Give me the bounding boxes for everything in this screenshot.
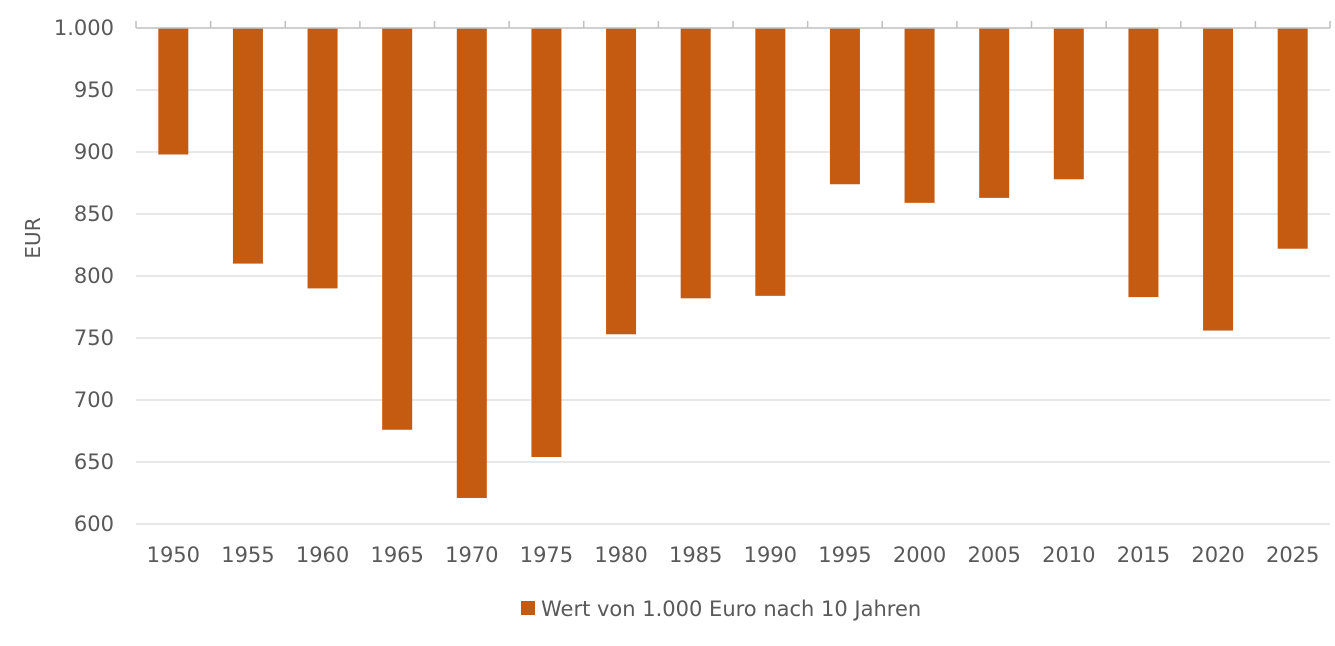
legend: Wert von 1.000 Euro nach 10 Jahren <box>521 597 921 621</box>
y-tick-label: 1.000 <box>54 16 114 40</box>
bar-2020 <box>1203 28 1234 331</box>
y-tick-label: 850 <box>74 202 114 226</box>
bar-1985 <box>680 28 711 299</box>
legend-label: Wert von 1.000 Euro nach 10 Jahren <box>541 597 921 621</box>
bar-1995 <box>829 28 860 185</box>
x-tick-label: 2005 <box>967 543 1020 567</box>
bar-2025 <box>1277 28 1308 249</box>
y-tick-label: 950 <box>74 78 114 102</box>
legend-swatch <box>521 601 535 615</box>
bar-1955 <box>232 28 263 264</box>
x-tick-label: 1995 <box>818 543 871 567</box>
x-tick-label: 1975 <box>520 543 573 567</box>
x-tick-label: 2015 <box>1117 543 1170 567</box>
bar-2000 <box>904 28 935 203</box>
bar-2005 <box>979 28 1010 198</box>
x-tick-label: 1950 <box>147 543 200 567</box>
x-tick-label: 2020 <box>1191 543 1244 567</box>
y-axis-ticks: 1.000 950 900 850 800 750 700 650 600 <box>54 16 114 536</box>
bar-2010 <box>1053 28 1084 180</box>
x-tick-label: 2025 <box>1266 543 1319 567</box>
x-axis-ticks: 1950 1955 1960 1965 1970 1975 1980 1985 1990 1995… <box>147 543 1320 567</box>
y-axis-title: EUR <box>21 217 45 258</box>
y-tick-label: 750 <box>74 326 114 350</box>
x-tick-label: 1970 <box>445 543 498 567</box>
x-tick-label: 1985 <box>669 543 722 567</box>
bar-1975 <box>531 28 562 458</box>
x-axis <box>135 21 1331 29</box>
bar-1970 <box>456 28 487 498</box>
x-tick-label: 1960 <box>296 543 349 567</box>
bar-1965 <box>382 28 413 430</box>
bar-2015 <box>1128 28 1159 298</box>
x-tick-label: 1990 <box>744 543 797 567</box>
y-tick-label: 900 <box>74 140 114 164</box>
bar-1960 <box>307 28 338 289</box>
x-tick-label: 1955 <box>221 543 274 567</box>
bar-1980 <box>606 28 637 335</box>
x-tick-label: 2010 <box>1042 543 1095 567</box>
bars <box>158 28 1308 498</box>
y-tick-label: 800 <box>74 264 114 288</box>
y-tick-label: 650 <box>74 450 114 474</box>
x-tick-label: 2000 <box>893 543 946 567</box>
y-tick-label: 700 <box>74 388 114 412</box>
bar-1990 <box>755 28 786 296</box>
x-tick-label: 1965 <box>370 543 423 567</box>
y-tick-label: 600 <box>74 512 114 536</box>
bar-1950 <box>158 28 189 155</box>
x-tick-label: 1980 <box>594 543 647 567</box>
